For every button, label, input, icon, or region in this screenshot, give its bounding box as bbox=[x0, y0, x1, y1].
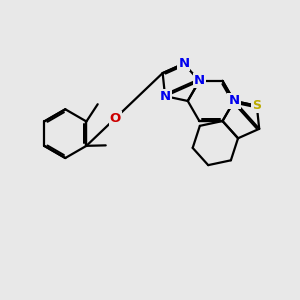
Text: N: N bbox=[178, 57, 189, 70]
Text: N: N bbox=[229, 94, 240, 107]
Text: N: N bbox=[194, 74, 205, 87]
Text: S: S bbox=[252, 99, 261, 112]
Text: N: N bbox=[160, 90, 171, 103]
Text: O: O bbox=[110, 112, 121, 125]
